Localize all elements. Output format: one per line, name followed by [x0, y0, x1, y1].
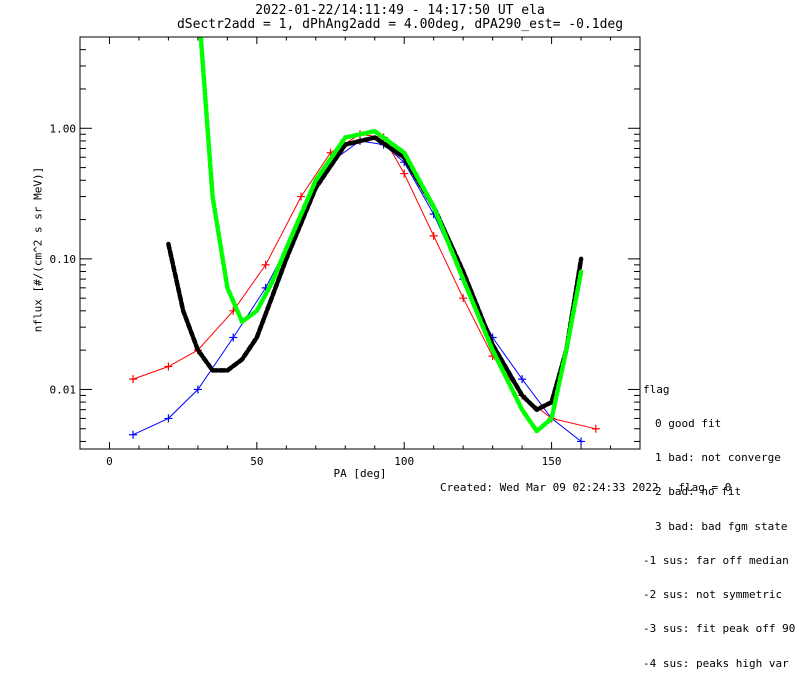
series-1-point-0	[129, 375, 138, 384]
legend-item-6: -3 sus: fit peak off 90	[643, 622, 796, 636]
series-3-fit-curve	[198, 37, 584, 434]
x-tick-label-2: 100	[394, 455, 414, 468]
series-2	[166, 135, 584, 412]
y-tick-label-0: 0.01	[50, 383, 77, 396]
chart-subtitle: dSectr2add = 1, dPhAng2add = 4.00deg, dP…	[176, 17, 624, 32]
series-1-point-11	[459, 294, 468, 303]
created-timestamp: Created: Wed Mar 09 02:24:33 2022	[440, 481, 659, 494]
plot-canvas: 0 50 100 150 0.01 0.10 1.00 PA [deg]	[50, 36, 641, 480]
legend-item-0: 0 good fit	[655, 417, 722, 431]
series-0-point-3	[229, 333, 238, 342]
series-1-point-1	[164, 362, 173, 371]
legend-title: flag	[643, 382, 670, 396]
series-0-point-0	[129, 430, 138, 439]
series-1-point-10	[429, 231, 438, 240]
x-axis-label: PA [deg]	[334, 467, 387, 480]
series-0-point-13	[518, 375, 527, 384]
legend-item-2: 2 bad: no fit	[655, 485, 742, 499]
series-0-point-15	[577, 437, 586, 446]
legend-item-5: -2 sus: not symmetric	[643, 588, 783, 602]
x-tick-label-3: 150	[542, 455, 562, 468]
series-3	[198, 37, 584, 434]
legend-item-7: -4 sus: peaks high var	[643, 656, 789, 670]
x-tick-label-1: 50	[250, 455, 263, 468]
series-2-fit-curve	[166, 135, 584, 412]
axis-layer: 0 50 100 150 0.01 0.10 1.00 PA [deg]	[50, 36, 640, 480]
series-layer	[129, 37, 600, 446]
series-0-line	[132, 140, 582, 442]
series-1-point-4	[261, 260, 270, 269]
series-1-point-9	[400, 169, 409, 178]
footer: Created: Wed Mar 09 02:24:33 2022 flag =…	[440, 481, 731, 494]
series-0-point-2	[193, 385, 202, 394]
legend-item-4: -1 sus: far off median	[643, 553, 789, 567]
x-tick-label-0: 0	[106, 455, 113, 468]
plot-frame	[79, 36, 641, 450]
legend-item-1: 1 bad: not converge	[655, 451, 781, 465]
y-tick-label-2: 1.00	[50, 122, 77, 135]
flag-status: flag = 0	[678, 481, 732, 494]
series-1-point-5	[297, 192, 306, 201]
y-tick-label-1: 0.10	[50, 253, 77, 266]
series-0-point-1	[164, 414, 173, 423]
flag-legend: flag 0 good fit 1 bad: not converge 2 ba…	[643, 361, 795, 680]
series-1-point-15	[591, 424, 600, 433]
chart-title: 2022-01-22/14:11:49 - 14:17:50 UT ela	[255, 3, 545, 18]
y-axis-label: nflux [#/(cm^2 s sr MeV)]	[31, 166, 45, 333]
legend-item-3: 3 bad: bad fgm state	[655, 519, 788, 533]
